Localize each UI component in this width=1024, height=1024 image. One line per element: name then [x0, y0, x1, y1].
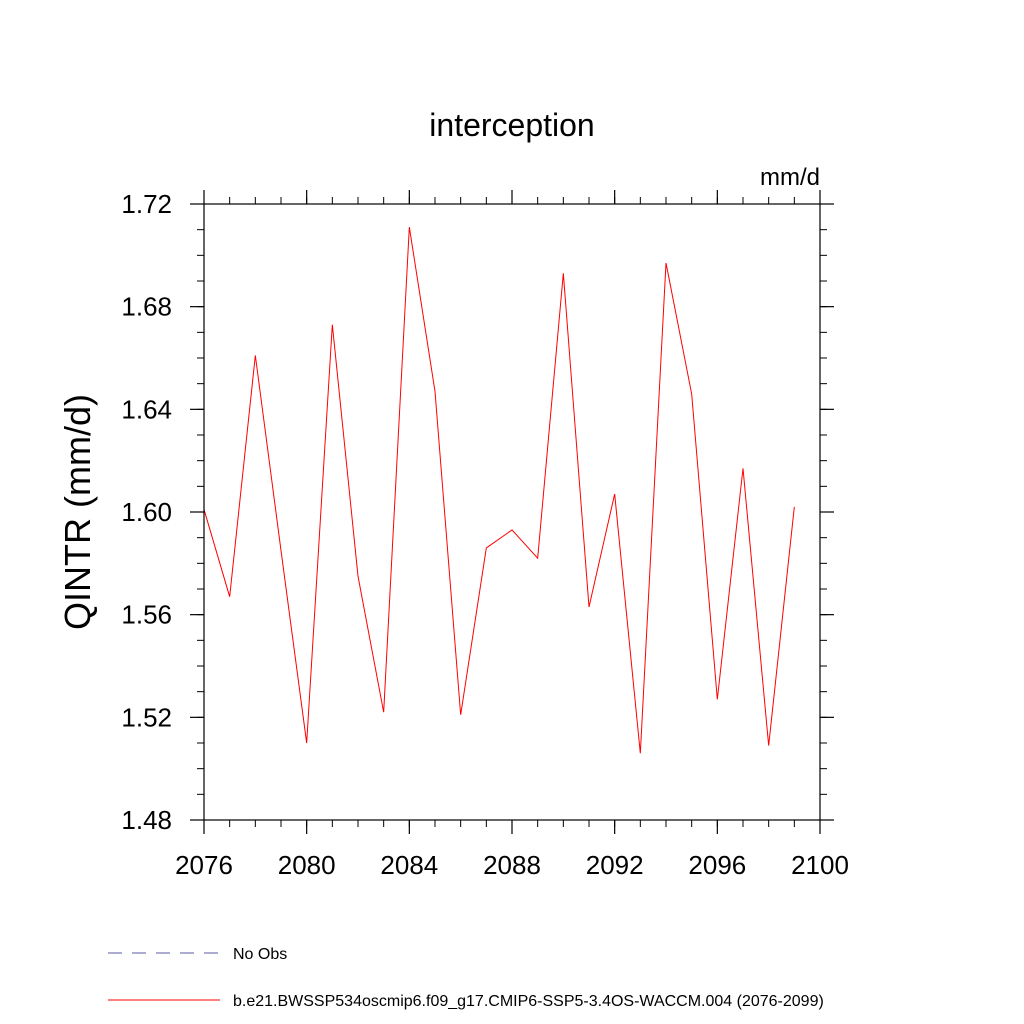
- x-tick-label: 2080: [278, 850, 336, 880]
- x-tick-label: 2076: [175, 850, 233, 880]
- x-tick-label: 2096: [688, 850, 746, 880]
- y-tick-label: 1.72: [121, 189, 172, 219]
- legend: No Obs b.e21.BWSSP534oscmip6.f09_g17.CMIP…: [108, 946, 824, 1010]
- units-label: mm/d: [760, 164, 820, 191]
- x-tick-label: 2092: [586, 850, 644, 880]
- y-tick-label: 1.64: [121, 394, 172, 424]
- y-tick-label: 1.60: [121, 497, 172, 527]
- series-lines: [203, 227, 795, 754]
- major-ticks: [190, 190, 834, 834]
- x-tick-label: 2084: [380, 850, 438, 880]
- y-tick-labels: 1.48 1.52 1.56 1.60 1.64 1.68 1.72: [121, 189, 172, 835]
- x-tick-labels: 2076 2080 2084 2088 2092 2096 2100: [175, 850, 849, 880]
- y-tick-label: 1.48: [121, 805, 172, 835]
- y-tick-label: 1.68: [121, 292, 172, 322]
- minor-ticks: [197, 197, 827, 827]
- series-line: [203, 227, 795, 754]
- x-tick-label: 2088: [483, 850, 541, 880]
- y-axis-label: QINTR (mm/d): [57, 394, 98, 630]
- x-tick-label: 2100: [791, 850, 849, 880]
- legend-label: b.e21.BWSSP534oscmip6.f09_g17.CMIP6-SSP5…: [233, 993, 824, 1010]
- plot-frame: [203, 203, 821, 821]
- chart-title: interception: [429, 107, 594, 143]
- y-tick-label: 1.52: [121, 702, 172, 732]
- y-tick-label: 1.56: [121, 600, 172, 630]
- legend-label: No Obs: [233, 946, 287, 963]
